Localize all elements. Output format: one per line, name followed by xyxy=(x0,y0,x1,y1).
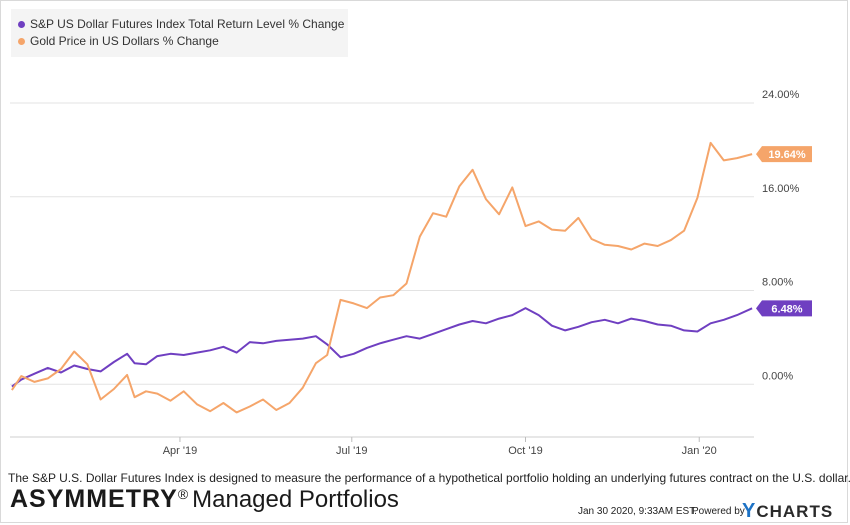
end-tag-gold xyxy=(756,146,812,163)
timestamp: Jan 30 2020, 9:33AM EST. xyxy=(578,506,697,517)
brand-name-bold: ASYMMETRY xyxy=(10,485,178,513)
y-tick-label: 8.00% xyxy=(762,277,793,289)
brand-logo: ASYMMETRY ® Managed Portfolios xyxy=(10,485,399,517)
brand-registered-mark: ® xyxy=(177,486,189,502)
legend-label-gold: Gold Price in US Dollars % Change xyxy=(30,34,219,48)
y-axis: 24.00% 16.00% 8.00% 0.00% xyxy=(762,89,800,382)
ycharts-logo-text: CHARTS xyxy=(756,502,834,521)
legend-item-gold[interactable]: Gold Price in US Dollars % Change xyxy=(18,33,219,49)
series-line-gold xyxy=(11,141,753,414)
end-label-usd: 6.48% xyxy=(771,303,802,315)
legend: S&P US Dollar Futures Index Total Return… xyxy=(11,9,348,57)
y-tick-label: 0.00% xyxy=(762,370,793,382)
grid-lines xyxy=(10,102,754,385)
x-tick-label: Oct '19 xyxy=(508,445,543,457)
end-labels: 6.48% 19.64% xyxy=(756,146,812,317)
x-tick-label: Jul '19 xyxy=(336,445,367,457)
end-label-gold: 19.64% xyxy=(768,149,806,161)
y-tick-label: 24.00% xyxy=(762,89,800,101)
powered-by-label: Powered by xyxy=(692,506,745,517)
ycharts-logo-y: Y xyxy=(742,500,757,522)
footnote: The S&P U.S. Dollar Futures Index is des… xyxy=(8,471,850,485)
legend-dot-gold xyxy=(18,37,25,45)
y-tick-label: 16.00% xyxy=(762,183,800,195)
x-tick-label: Jan '20 xyxy=(682,445,717,457)
ycharts-logo[interactable]: YCHARTS xyxy=(742,500,833,523)
x-axis: Apr '19 Jul '19 Oct '19 Jan '20 xyxy=(10,436,754,457)
legend-dot-usd xyxy=(18,20,25,28)
series-group xyxy=(11,141,753,414)
x-tick-label: Apr '19 xyxy=(163,445,198,457)
legend-item-usd[interactable]: S&P US Dollar Futures Index Total Return… xyxy=(18,16,344,32)
brand-name-rest: Managed Portfolios xyxy=(192,486,399,513)
series-line-usd xyxy=(11,307,753,388)
legend-label-usd: S&P US Dollar Futures Index Total Return… xyxy=(30,17,345,31)
end-tag-usd xyxy=(756,300,812,317)
